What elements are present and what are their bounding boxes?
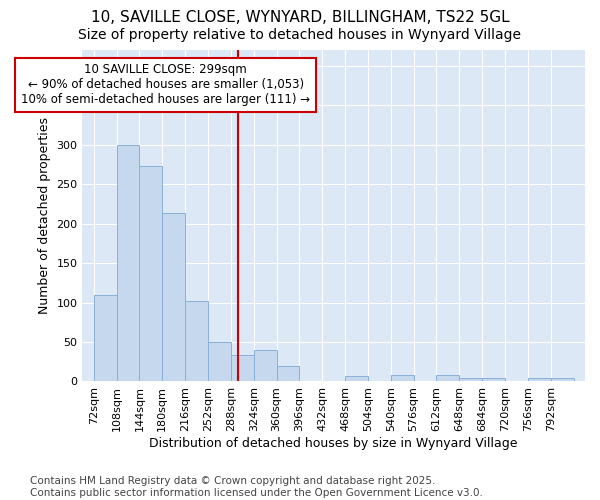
Bar [163,212,185,382]
Bar [345,376,368,382]
Bar [391,375,413,382]
Bar [460,378,482,382]
Bar [116,144,139,382]
Bar [436,375,460,382]
Text: 10 SAVILLE CLOSE: 299sqm
← 90% of detached houses are smaller (1,053)
10% of sem: 10 SAVILLE CLOSE: 299sqm ← 90% of detach… [21,64,310,106]
Bar [94,294,116,382]
Bar [185,301,208,382]
Y-axis label: Number of detached properties: Number of detached properties [38,117,51,314]
Bar [277,366,299,382]
Bar [208,342,231,382]
Bar [139,166,163,382]
Text: Contains HM Land Registry data © Crown copyright and database right 2025.
Contai: Contains HM Land Registry data © Crown c… [30,476,483,498]
Bar [482,378,505,382]
Text: 10, SAVILLE CLOSE, WYNYARD, BILLINGHAM, TS22 5GL: 10, SAVILLE CLOSE, WYNYARD, BILLINGHAM, … [91,10,509,25]
Bar [231,356,254,382]
Bar [528,378,551,382]
X-axis label: Distribution of detached houses by size in Wynyard Village: Distribution of detached houses by size … [149,437,518,450]
Bar [551,378,574,382]
Text: Size of property relative to detached houses in Wynyard Village: Size of property relative to detached ho… [79,28,521,42]
Bar [254,350,277,382]
